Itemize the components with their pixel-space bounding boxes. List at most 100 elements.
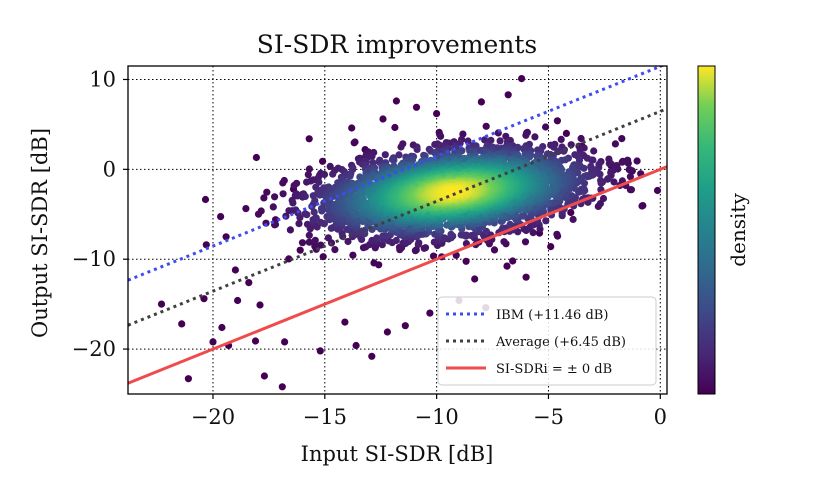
scatter-point — [317, 204, 326, 213]
scatter-point — [502, 211, 510, 219]
scatter-point — [520, 145, 528, 153]
scatter-point — [625, 166, 633, 174]
y-axis-label: Output SI-SDR [dB] — [28, 128, 52, 338]
scatter-point — [316, 347, 324, 355]
scatter-point — [618, 158, 626, 166]
scatter-point — [209, 338, 217, 346]
scatter-point — [256, 301, 264, 309]
scatter-point — [281, 338, 289, 346]
scatter-point — [352, 341, 360, 350]
scatter-point — [278, 383, 286, 391]
scatter-point — [618, 135, 626, 143]
x-tick-label: −10 — [414, 405, 458, 429]
scatter-point — [298, 239, 307, 247]
scatter-point — [329, 170, 337, 178]
scatter-point — [348, 124, 356, 132]
scatter-point — [319, 253, 327, 261]
scatter-point — [317, 241, 325, 249]
scatter-point — [462, 257, 470, 265]
scatter-point — [311, 236, 319, 244]
scatter-point — [303, 211, 311, 219]
scatter-point — [412, 103, 421, 111]
scatter-point — [392, 97, 400, 105]
scatter-point — [289, 199, 297, 207]
scatter-point — [349, 251, 357, 259]
scatter-point — [599, 194, 608, 203]
scatter-point — [611, 140, 620, 148]
y-tick-label: −10 — [72, 247, 116, 271]
scatter-point — [305, 165, 313, 173]
scatter-point — [391, 123, 399, 132]
scatter-point — [433, 110, 441, 118]
scatter-point — [319, 157, 327, 165]
scatter-point — [605, 159, 613, 168]
y-axis-ticks: −20 −10 0 10 — [72, 67, 128, 361]
scatter-point — [457, 231, 465, 239]
scatter-point — [310, 208, 318, 216]
y-tick-label: −20 — [72, 337, 116, 361]
scatter-point — [341, 318, 349, 326]
scatter-point — [583, 154, 591, 162]
scatter-point — [522, 273, 530, 281]
scatter-point — [521, 238, 530, 246]
colorbar: density — [697, 65, 750, 395]
scatter-point — [217, 213, 225, 221]
x-tick-label: −15 — [303, 405, 347, 429]
scatter-point — [522, 131, 530, 139]
scatter-point — [597, 176, 605, 184]
scatter-point — [518, 212, 526, 220]
scatter-point — [426, 309, 434, 317]
x-axis-label: Input SI-SDR [dB] — [301, 442, 494, 466]
scatter-point — [252, 153, 260, 162]
scatter-point — [392, 236, 400, 245]
scatter-point — [305, 135, 313, 143]
scatter-point — [231, 266, 239, 274]
scatter-point — [201, 195, 210, 204]
scatter-point — [305, 231, 313, 239]
scatter-point — [567, 208, 575, 217]
scatter-point — [390, 156, 398, 164]
scatter-point — [311, 197, 319, 205]
legend-label-ibm: IBM (+11.46 dB) — [496, 308, 608, 323]
scatter-point — [339, 215, 347, 223]
y-tick-label: 10 — [89, 67, 116, 91]
scatter-point — [271, 193, 279, 201]
scatter-point — [286, 226, 294, 234]
scatter-point — [590, 147, 598, 155]
scatter-point — [542, 123, 550, 131]
scatter-point — [633, 157, 641, 165]
scatter-point — [381, 151, 389, 159]
legend-label-average: Average (+6.45 dB) — [495, 335, 626, 350]
scatter-point — [178, 320, 186, 328]
scatter-point — [269, 203, 277, 211]
scatter-point — [429, 252, 438, 260]
scatter-point — [305, 238, 313, 246]
scatter-point — [295, 220, 303, 228]
scatter-point — [626, 173, 635, 181]
scatter-point — [496, 137, 504, 145]
scatter-point — [503, 262, 511, 270]
scatter-point — [477, 98, 485, 106]
legend: IBM (+11.46 dB) Average (+6.45 dB) SI-SD… — [437, 296, 657, 386]
scatter-point — [471, 275, 479, 283]
scatter-point — [542, 217, 550, 225]
scatter-point — [234, 296, 242, 305]
scatter-point — [624, 159, 632, 167]
scatter-point — [401, 322, 409, 330]
scatter-point — [531, 133, 539, 141]
scatter-point — [260, 372, 268, 380]
scatter-point — [562, 129, 571, 137]
scatter-point — [222, 233, 230, 241]
scatter-point — [500, 238, 508, 246]
scatter-point — [312, 214, 320, 222]
scatter-point — [547, 243, 555, 251]
scatter-point — [447, 230, 455, 238]
scatter-point — [415, 239, 423, 247]
x-tick-label: −20 — [191, 405, 235, 429]
scatter-point — [412, 246, 420, 254]
scatter-point — [553, 230, 561, 238]
scatter-point — [482, 122, 490, 130]
x-axis-ticks: −20 −15 −10 −5 0 — [191, 394, 667, 429]
scatter-point — [395, 151, 403, 159]
scatter-point — [279, 190, 287, 198]
